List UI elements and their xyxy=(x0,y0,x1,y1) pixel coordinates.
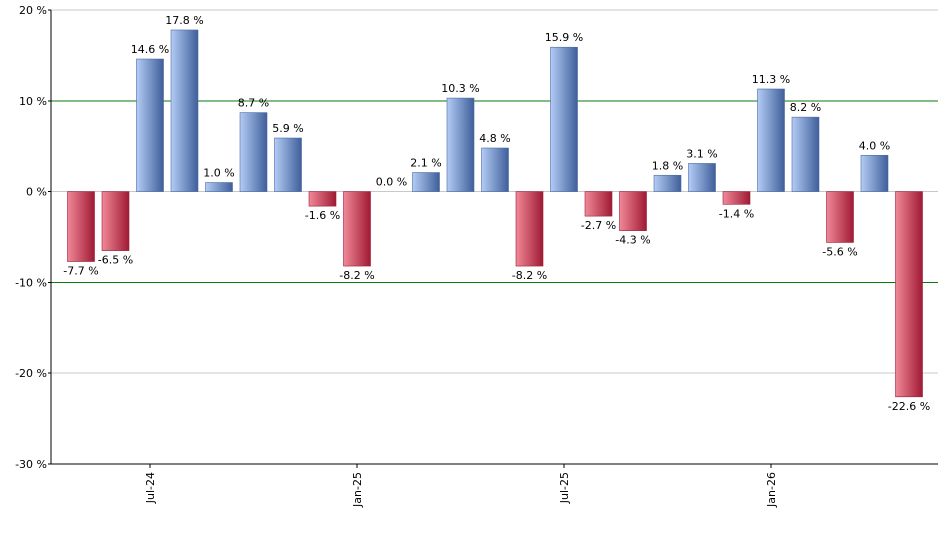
data-label: 5.9 % xyxy=(272,122,303,135)
y-axis-tick-labels: 20 % 10 % 0 % -10 % -20 % -30 % xyxy=(15,4,51,471)
y-tick-label: -20 % xyxy=(15,367,47,380)
bar xyxy=(550,46,578,192)
y-tick-label: -10 % xyxy=(15,276,47,289)
data-label: 8.2 % xyxy=(790,101,821,114)
bar xyxy=(515,191,544,267)
bar xyxy=(481,147,509,192)
bar xyxy=(757,88,785,192)
bar xyxy=(308,191,337,207)
bar xyxy=(584,191,613,217)
bar xyxy=(446,97,475,192)
data-label: -8.2 % xyxy=(512,269,547,282)
data-label: 0.0 % xyxy=(376,176,407,189)
x-tick-label: Jul-25 xyxy=(558,472,571,504)
data-label: 15.9 % xyxy=(545,31,583,44)
bar xyxy=(412,172,440,192)
data-label: -7.7 % xyxy=(63,265,98,278)
data-label: -1.4 % xyxy=(719,207,754,220)
x-tick-label: Jan-26 xyxy=(765,472,778,508)
bar xyxy=(136,58,164,192)
data-label: 14.6 % xyxy=(131,43,169,56)
bar xyxy=(653,174,682,192)
data-label: -2.7 % xyxy=(581,219,616,232)
data-label: -8.2 % xyxy=(339,269,374,282)
bar xyxy=(274,137,302,192)
y-tick-label: 0 % xyxy=(26,186,47,199)
bars xyxy=(67,29,923,398)
data-label: 11.3 % xyxy=(752,73,790,86)
data-label: 17.8 % xyxy=(165,14,203,27)
data-label: 3.1 % xyxy=(686,147,717,160)
bar xyxy=(688,163,716,192)
data-label: 1.8 % xyxy=(652,159,683,172)
y-tick-label: 20 % xyxy=(19,4,47,17)
bar xyxy=(67,191,95,262)
data-label: 2.1 % xyxy=(410,157,441,170)
data-labels: -7.7 %-6.5 % 14.6 % 17.8 % 1.0 % 8.7 %5.9 % -… xyxy=(63,14,930,413)
x-tick-label: Jul-24 xyxy=(144,472,157,504)
x-axis-tick-labels: Jul-24 Jan-25 Jul-25 Jan-26 xyxy=(144,464,778,508)
data-label: 1.0 % xyxy=(203,167,234,180)
bar xyxy=(826,191,854,243)
axes xyxy=(50,10,938,465)
data-label: 4.8 % xyxy=(479,132,510,145)
y-tick-label: -30 % xyxy=(15,458,47,471)
bar xyxy=(239,112,268,192)
bar xyxy=(343,191,371,267)
bar xyxy=(722,191,751,205)
bar xyxy=(205,182,233,192)
data-label: 4.0 % xyxy=(859,139,890,152)
bar xyxy=(101,191,130,251)
bar xyxy=(895,191,923,398)
data-label: 8.7 % xyxy=(238,97,269,110)
y-tick-label: 10 % xyxy=(19,95,47,108)
bar xyxy=(619,191,647,231)
data-label: -6.5 % xyxy=(98,254,133,267)
data-label: -1.6 % xyxy=(305,209,340,222)
data-label: -5.6 % xyxy=(822,245,857,258)
data-label: 10.3 % xyxy=(441,82,479,95)
bar xyxy=(860,154,889,192)
x-tick-label: Jan-25 xyxy=(351,472,364,508)
data-label: -4.3 % xyxy=(615,234,650,247)
bar xyxy=(791,116,820,192)
data-label: -22.6 % xyxy=(888,400,930,413)
bar xyxy=(170,29,199,192)
